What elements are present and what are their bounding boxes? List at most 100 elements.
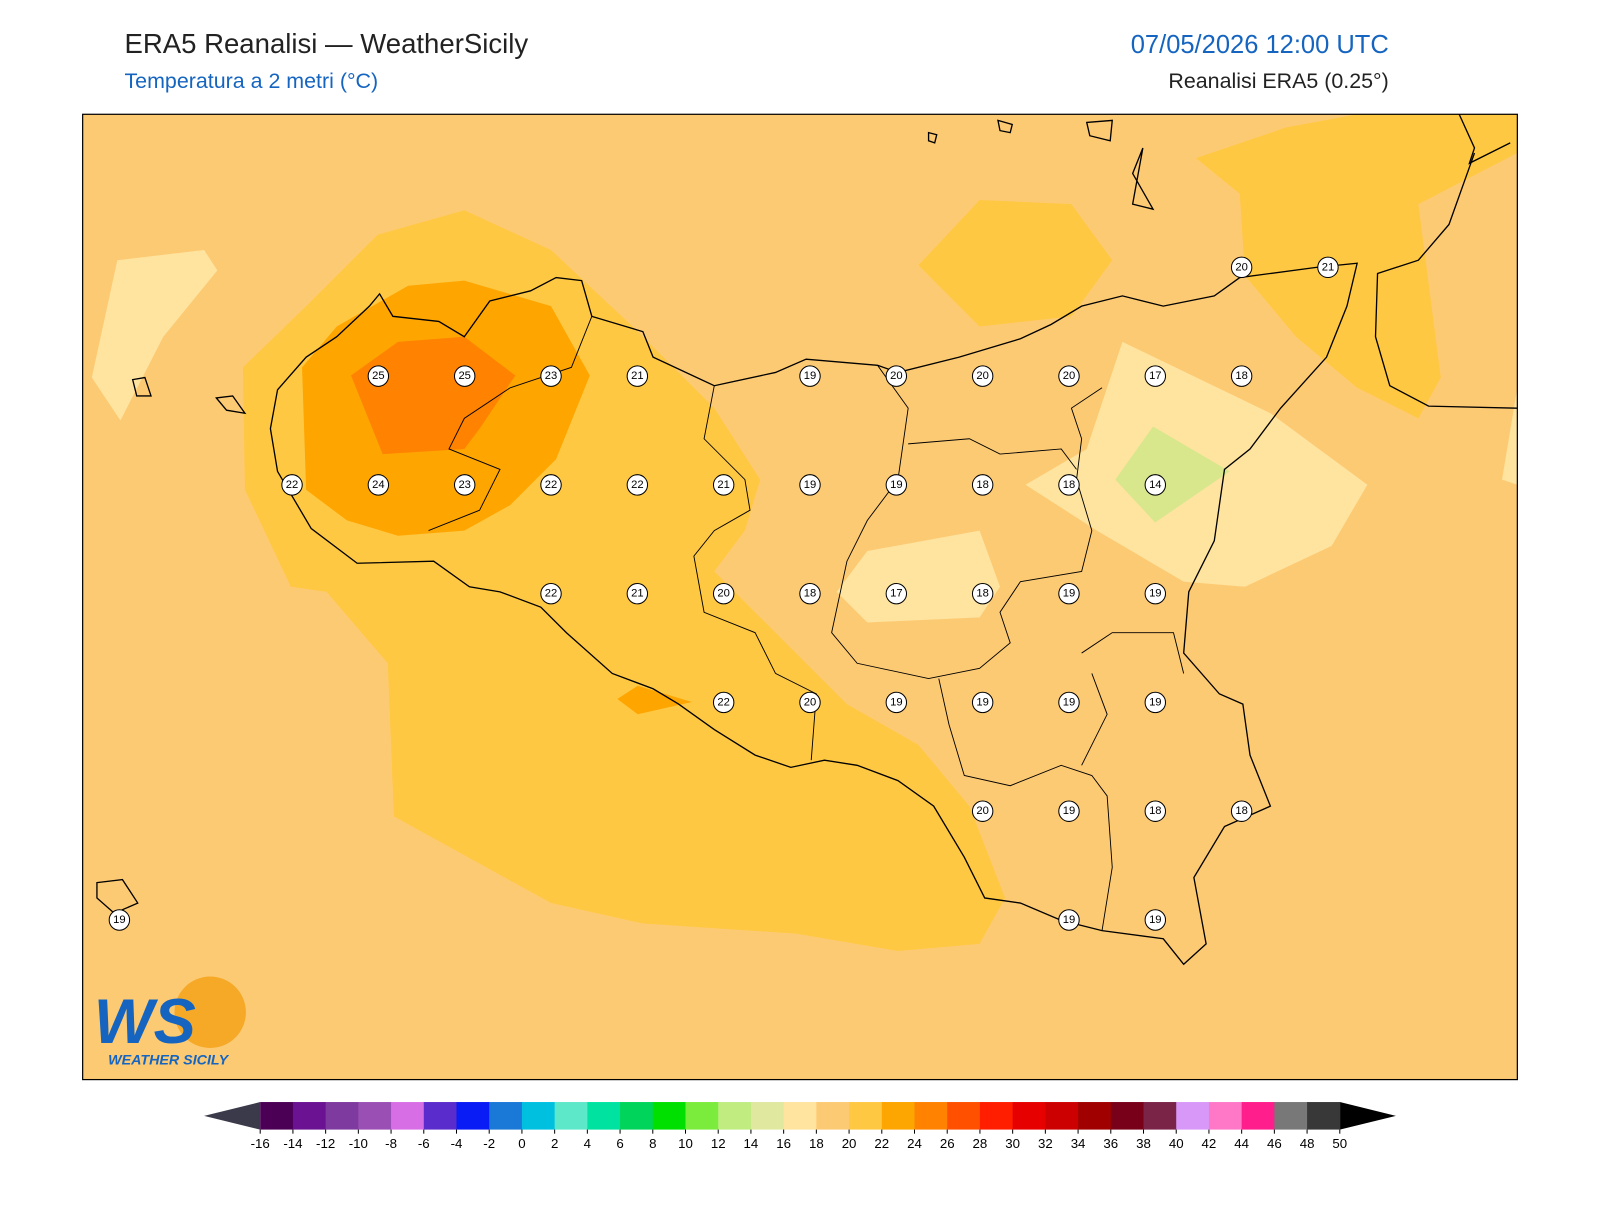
colorbar-swatch [685,1102,719,1130]
station-marker [799,365,821,387]
station-marker [971,800,994,822]
colorbar-swatch [1208,1102,1243,1130]
colorbar-swatch [947,1102,981,1130]
colorbar-swatch [1307,1102,1341,1130]
colorbar-swatch [587,1102,621,1130]
station-value: 18 [1235,370,1247,382]
logo-mark: WS [94,987,196,1057]
station-marker [1144,909,1167,931]
station-value: 20 [1235,261,1247,273]
station-marker [1230,365,1253,387]
colorbar-tick-label: 30 [1005,1136,1020,1151]
station-value: 20 [976,805,988,817]
station-value: 22 [631,479,643,491]
station-marker [453,365,476,387]
station-value: 20 [890,370,902,382]
source: Reanalisi ERA5 (0.25°) [1168,69,1388,93]
colorbar-swatch [1176,1102,1210,1130]
colorbar-swatch [979,1102,1014,1130]
colorbar-tick-label: 32 [1038,1136,1053,1151]
colorbar-tick-label: 46 [1267,1136,1282,1151]
station-marker [712,474,735,496]
station-marker [626,582,649,605]
station-value: 19 [1063,914,1075,926]
station-value: 18 [1149,805,1161,817]
colorbar-tick-label: 20 [842,1136,857,1151]
station-marker [108,909,131,931]
colorbar-swatch [1110,1102,1145,1130]
station-value: 20 [1063,370,1075,382]
station-value: 19 [1063,805,1075,817]
colorbar-tick-label: 0 [518,1136,525,1151]
colorbar-tick-label: 22 [874,1136,889,1151]
colorbar-swatch [1274,1102,1308,1130]
colorbar-tick-label: 34 [1071,1136,1086,1151]
colorbar-swatch [260,1102,294,1130]
colorbar-swatch [423,1102,458,1130]
colorbar-tick-label: -4 [451,1136,463,1151]
logo-sun [174,976,246,1048]
station-marker [799,582,821,605]
colorbar-swatch [358,1102,392,1130]
title: ERA5 Reanalisi — WeatherSicily [124,28,528,59]
station-value: 22 [545,479,557,491]
station-value: 23 [545,370,557,382]
contour-24 [617,685,692,715]
colorbar-tick-label: -14 [283,1136,302,1151]
station-value: 25 [458,370,470,382]
station-value: 18 [1063,479,1075,491]
colorbar-tick-label: 28 [973,1136,988,1151]
station-marker [1058,365,1080,387]
colorbar-swatch [456,1102,490,1130]
station-value: 22 [717,696,729,708]
station-marker [885,582,908,605]
logo: WS WEATHER SICILY [94,976,246,1068]
station-value: 14 [1149,479,1161,491]
contour-22 [918,200,1113,327]
contour-16 [836,530,1000,623]
colorbar-tick-label: 14 [744,1136,759,1151]
colorbar-tick-label: 24 [907,1136,922,1151]
station-marker [1317,256,1339,279]
colorbar-swatch [1143,1102,1177,1130]
colorbar-over [1339,1102,1396,1130]
station-value: 19 [1149,696,1161,708]
station-marker [971,582,994,605]
station-marker [885,365,908,387]
map-frame [82,113,1518,1081]
contour-16 [91,250,218,421]
station-marker [453,474,476,496]
station-value: 20 [976,370,988,382]
station-marker [626,474,649,496]
colorbar-tick-label: 4 [584,1136,591,1151]
colorbar-swatch [750,1102,785,1130]
colorbar-swatch [914,1102,948,1130]
station-value: 19 [113,914,125,926]
station-value: 22 [286,479,298,491]
colorbar-swatch [292,1102,327,1130]
station-marker [1058,909,1080,931]
station-marker [799,474,821,496]
colorbar-under [204,1102,261,1130]
colorbar-tick-label: 6 [616,1136,623,1151]
colorbar-swatch [1078,1102,1112,1130]
map: 20 21 25 25 23 21 19 20 20 20 17 18 22 24 23 22 22 21 19 19… [82,114,1518,1080]
station-value: 23 [458,479,470,491]
colorbar-swatch [1012,1102,1046,1130]
station-value: 21 [1322,261,1334,273]
colorbar-swatch [1045,1102,1079,1130]
station-marker [540,474,562,496]
colorbar-tick-label: 42 [1202,1136,1217,1151]
colorbar-swatch [391,1102,425,1130]
station-marker [1230,800,1253,822]
colorbar-tick-label: 40 [1169,1136,1184,1151]
station-value: 19 [976,696,988,708]
colorbar-tick-label: 26 [940,1136,955,1151]
station-value: 21 [717,479,729,491]
station-marker [1144,582,1167,605]
colorbar-swatch [489,1102,523,1130]
station-marker [1144,365,1167,387]
station-marker [1058,800,1080,822]
colorbar-swatch [620,1102,654,1130]
